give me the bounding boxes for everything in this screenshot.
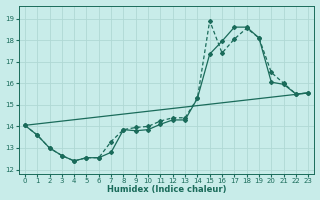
X-axis label: Humidex (Indice chaleur): Humidex (Indice chaleur)	[107, 185, 226, 194]
